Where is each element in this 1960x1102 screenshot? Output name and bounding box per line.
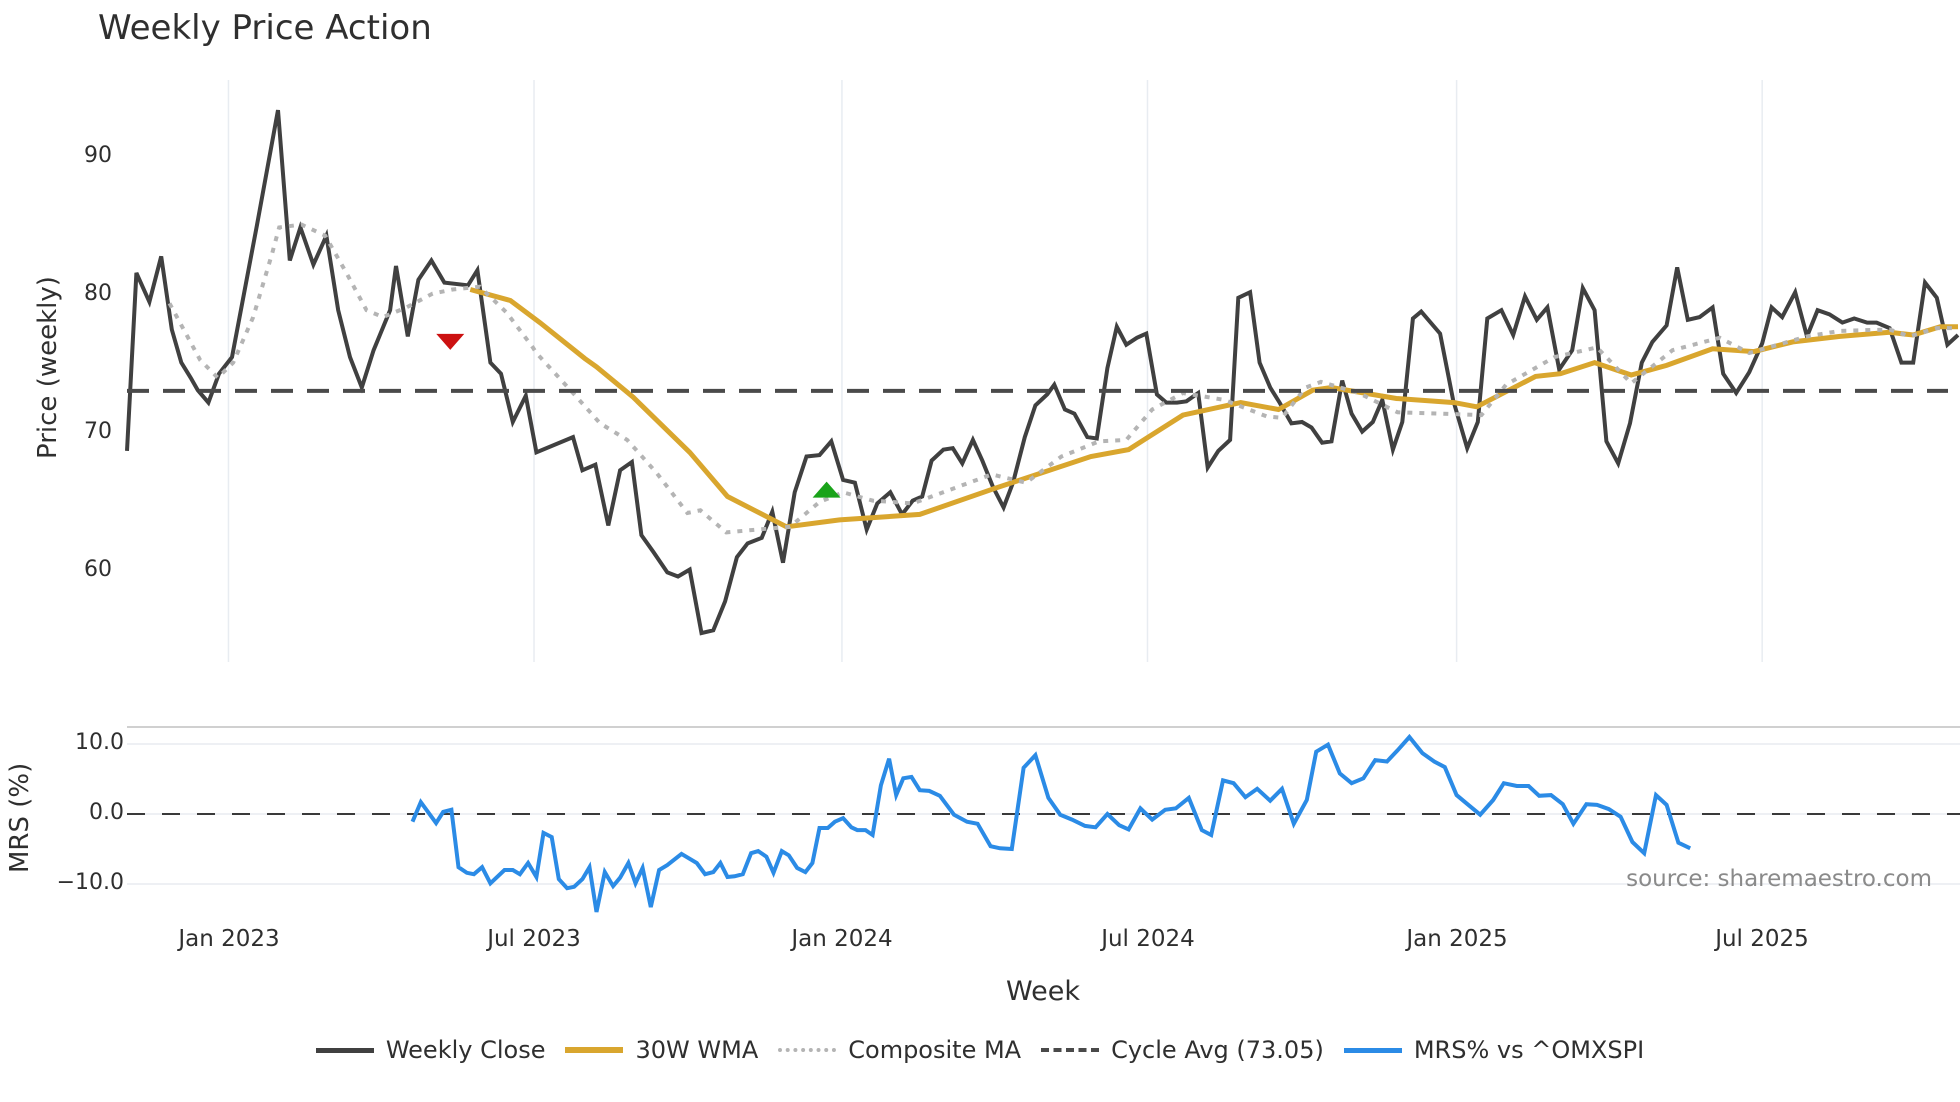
price-plot-area — [125, 109, 1960, 636]
chart-title: Weekly Price Action — [98, 8, 432, 48]
legend-item-30w-wma[interactable]: 30W WMA — [565, 1036, 758, 1064]
buy-signal-icon — [812, 481, 841, 498]
legend-label: 30W WMA — [635, 1036, 759, 1064]
legend-item-mrs[interactable]: MRS% vs ^OMXSPI — [1343, 1036, 1645, 1064]
legend: Weekly Close 30W WMA Composite MA Cycle … — [0, 1036, 1960, 1064]
30w-wma-line — [469, 287, 1958, 530]
mrs-ytick-0: 0.0 — [89, 800, 124, 825]
dashed-line-icon — [1041, 1048, 1100, 1052]
price-ytick-70: 70 — [84, 419, 112, 444]
legend-label: MRS% vs ^OMXSPI — [1413, 1036, 1645, 1064]
composite-ma-line — [167, 222, 1958, 535]
xtick-jan-2024: Jan 2024 — [791, 926, 893, 952]
mrs-ytick-minus10: −10.0 — [56, 870, 124, 895]
mrs-gridlines — [127, 726, 1960, 885]
xtick-jan-2023: Jan 2023 — [178, 926, 280, 952]
dotted-line-icon — [778, 1048, 837, 1052]
mrs-axis-label: MRS (%) — [5, 762, 35, 873]
legend-label: Composite MA — [848, 1036, 1022, 1064]
price-ytick-80: 80 — [84, 281, 112, 306]
xtick-jul-2025: Jul 2025 — [1715, 926, 1809, 952]
xtick-jan-2025: Jan 2025 — [1406, 926, 1508, 952]
solid-line-icon — [315, 1047, 374, 1053]
x-axis-label: Week — [1006, 976, 1080, 1007]
price-ytick-60: 60 — [84, 557, 112, 582]
solid-line-icon — [1343, 1047, 1402, 1053]
price-gridlines — [227, 80, 1763, 662]
mrs-plot-area — [410, 733, 1692, 913]
solid-line-icon — [565, 1047, 624, 1053]
legend-label: Cycle Avg (73.05) — [1111, 1036, 1324, 1064]
sell-signal-icon — [436, 333, 465, 350]
legend-item-composite-ma[interactable]: Composite MA — [778, 1036, 1021, 1064]
source-annotation: source: sharemaestro.com — [1626, 866, 1932, 892]
mrs-line — [410, 733, 1692, 913]
weekly-close-line — [125, 109, 1960, 636]
mrs-ytick-10: 10.0 — [75, 730, 124, 755]
xtick-jul-2024: Jul 2024 — [1101, 926, 1195, 952]
legend-item-weekly-close[interactable]: Weekly Close — [315, 1036, 546, 1064]
price-axis-label: Price (weekly) — [33, 276, 63, 459]
xtick-jul-2023: Jul 2023 — [487, 926, 581, 952]
price-ytick-90: 90 — [84, 143, 112, 168]
legend-label: Weekly Close — [385, 1036, 546, 1064]
legend-item-cycle-avg[interactable]: Cycle Avg (73.05) — [1041, 1036, 1324, 1064]
